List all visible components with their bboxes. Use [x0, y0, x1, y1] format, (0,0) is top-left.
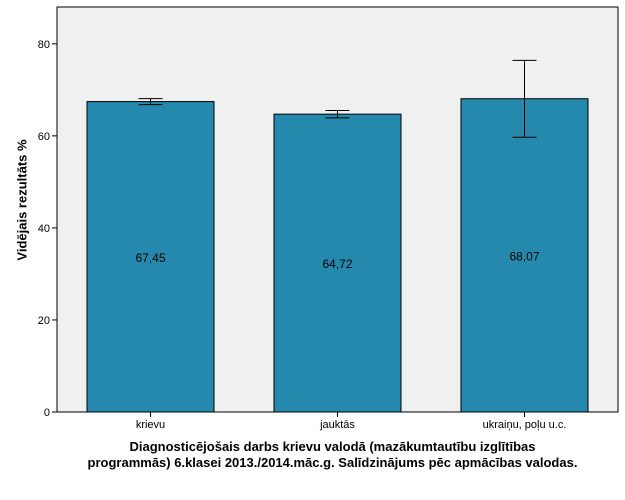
- bar: [86, 101, 215, 413]
- y-axis: 0 20 40 60 80: [38, 39, 57, 419]
- y-tick-label: 40: [38, 223, 50, 235]
- x-tick-label: ukraiņu, poļu u.c.: [483, 419, 567, 431]
- bar-value-label: 68,07: [509, 249, 539, 263]
- y-tick-label: 20: [38, 315, 50, 327]
- y-axis-title: Vidējais rezultāts %: [14, 139, 30, 261]
- y-tick-label: 80: [38, 39, 50, 51]
- y-tick-label: 60: [38, 131, 50, 143]
- x-axis-title-line-2: programmās) 6.klasei 2013./2014.māc.g. S…: [87, 455, 578, 470]
- error-bars-group: [138, 59, 537, 138]
- value-labels-group: 67,45 64,72 68,07: [135, 249, 539, 271]
- bar-value-label: 64,72: [322, 257, 352, 271]
- bar-value-label: 67,45: [135, 251, 165, 265]
- y-axis-title-wrap: Vidējais rezultāts %: [12, 100, 32, 300]
- x-axis-title-line-1: Diagnosticējošais darbs krievu valodā (m…: [129, 439, 536, 454]
- y-tick-label: 0: [44, 407, 50, 419]
- x-tick-label: jauktās: [319, 419, 355, 431]
- x-tick-label: krievu: [136, 419, 165, 431]
- bar: [460, 98, 589, 413]
- x-axis: krievu jauktās ukraiņu, poļu u.c.: [136, 412, 567, 431]
